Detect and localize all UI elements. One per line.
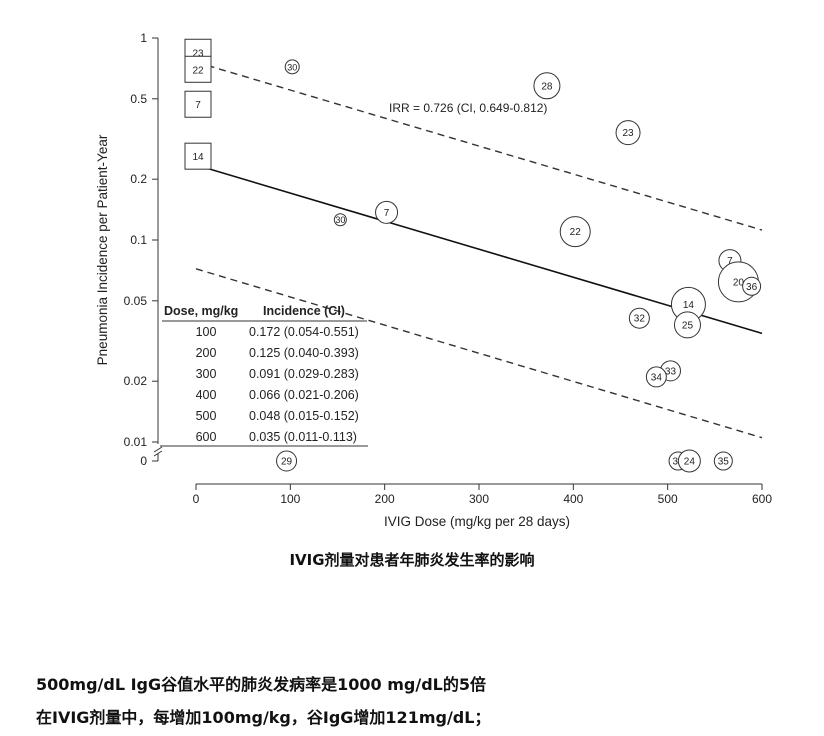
y-tick-label: 0 [140, 454, 147, 468]
data-point [284, 59, 300, 75]
data-point [677, 449, 701, 473]
y-tick-label: 0.01 [124, 435, 148, 449]
x-axis-label: IVIG Dose (mg/kg per 28 days) [384, 514, 570, 529]
data-point-label: 29 [281, 457, 293, 468]
data-square-label: 23 [192, 48, 204, 59]
table-cell-dose: 600 [196, 430, 217, 444]
data-point-label: 22 [570, 227, 582, 238]
data-point-label: 28 [541, 81, 553, 92]
data-point [742, 276, 762, 296]
data-square [184, 90, 212, 118]
data-point-label: 32 [634, 314, 646, 325]
table-cell-dose: 200 [196, 346, 217, 360]
confidence-line [195, 268, 763, 439]
table-cell-incidence: 0.066 (0.021-0.206) [249, 388, 359, 402]
table-cell-incidence: 0.172 (0.054-0.551) [249, 325, 359, 339]
figure-caption: IVIG剂量对患者年肺炎发生率的影响 [289, 551, 535, 569]
fit-line [195, 164, 763, 335]
data-square [184, 142, 212, 170]
data-point-label: 20 [733, 277, 745, 288]
table-cell-dose: 500 [196, 409, 217, 423]
data-point [615, 120, 641, 146]
data-point [673, 311, 701, 339]
table-header-dose: Dose, mg/kg [164, 304, 238, 318]
data-point [645, 366, 667, 388]
data-point-label: 35 [718, 457, 730, 468]
data-square-label: 7 [195, 100, 201, 111]
table-cell-dose: 100 [196, 325, 217, 339]
data-point-label: 36 [746, 282, 758, 293]
y-axis-label: Pneumonia Incidence per Patient-Year [95, 134, 110, 365]
data-point-label: 34 [651, 372, 663, 383]
data-square-label: 22 [192, 65, 204, 76]
table-cell-incidence: 0.125 (0.040-0.393) [249, 346, 359, 360]
data-square-label: 14 [192, 152, 204, 163]
data-point [276, 450, 298, 472]
data-point [628, 307, 650, 329]
x-tick-label: 300 [469, 492, 489, 506]
paragraph-1: 500mg/dL IgG谷值水平的肺炎发病率是1000 mg/dL的5倍 [36, 675, 486, 694]
data-point [559, 216, 591, 248]
table-cell-dose: 300 [196, 367, 217, 381]
data-point-label: 24 [684, 457, 696, 468]
x-tick-label: 100 [280, 492, 300, 506]
confidence-line [195, 61, 763, 231]
chart: 1 0.5 0.2 0.1 0.05 0.02 0.01 0 0 100 200 300 400 500 6… [95, 31, 772, 529]
data-point-label: 14 [683, 300, 695, 311]
table-header-incidence: Incidence (CI) [263, 304, 345, 318]
x-tick-label: 500 [658, 492, 678, 506]
x-tick-label: 0 [193, 492, 200, 506]
data-point [533, 72, 561, 100]
data-point-label: 30 [287, 62, 297, 72]
table-cell-incidence: 0.091 (0.029-0.283) [249, 367, 359, 381]
data-point-label: 25 [682, 320, 694, 331]
y-tick-label: 0.05 [124, 294, 148, 308]
data-point-label: 7 [384, 208, 390, 219]
paragraph-2: 在IVIG剂量中，每增加100mg/kg，谷IgG增加121mg/dL； [36, 708, 491, 727]
table-cell-dose: 400 [196, 388, 217, 402]
data-point-label: 33 [665, 366, 677, 377]
y-tick-label: 1 [140, 31, 147, 45]
y-tick-label: 0.5 [130, 92, 147, 106]
data-point [375, 200, 399, 224]
data-point [333, 213, 347, 227]
x-tick-label: 400 [563, 492, 583, 506]
data-point [713, 451, 733, 471]
table-cell-incidence: 0.048 (0.015-0.152) [249, 409, 359, 423]
x-tick-label: 600 [752, 492, 772, 506]
y-axis-break [153, 446, 163, 457]
data-point-label: 7 [727, 256, 733, 267]
irr-annotation: IRR = 0.726 (CI, 0.649-0.812) [389, 101, 547, 115]
data-point-label: 30 [335, 215, 345, 225]
data-point-label: 23 [622, 128, 634, 139]
table-cell-incidence: 0.035 (0.011-0.113) [249, 430, 357, 444]
x-tick-label: 200 [375, 492, 395, 506]
y-tick-label: 0.1 [130, 233, 147, 247]
y-tick-label: 0.02 [124, 374, 148, 388]
data-square [184, 55, 212, 83]
y-tick-label: 0.2 [130, 172, 147, 186]
